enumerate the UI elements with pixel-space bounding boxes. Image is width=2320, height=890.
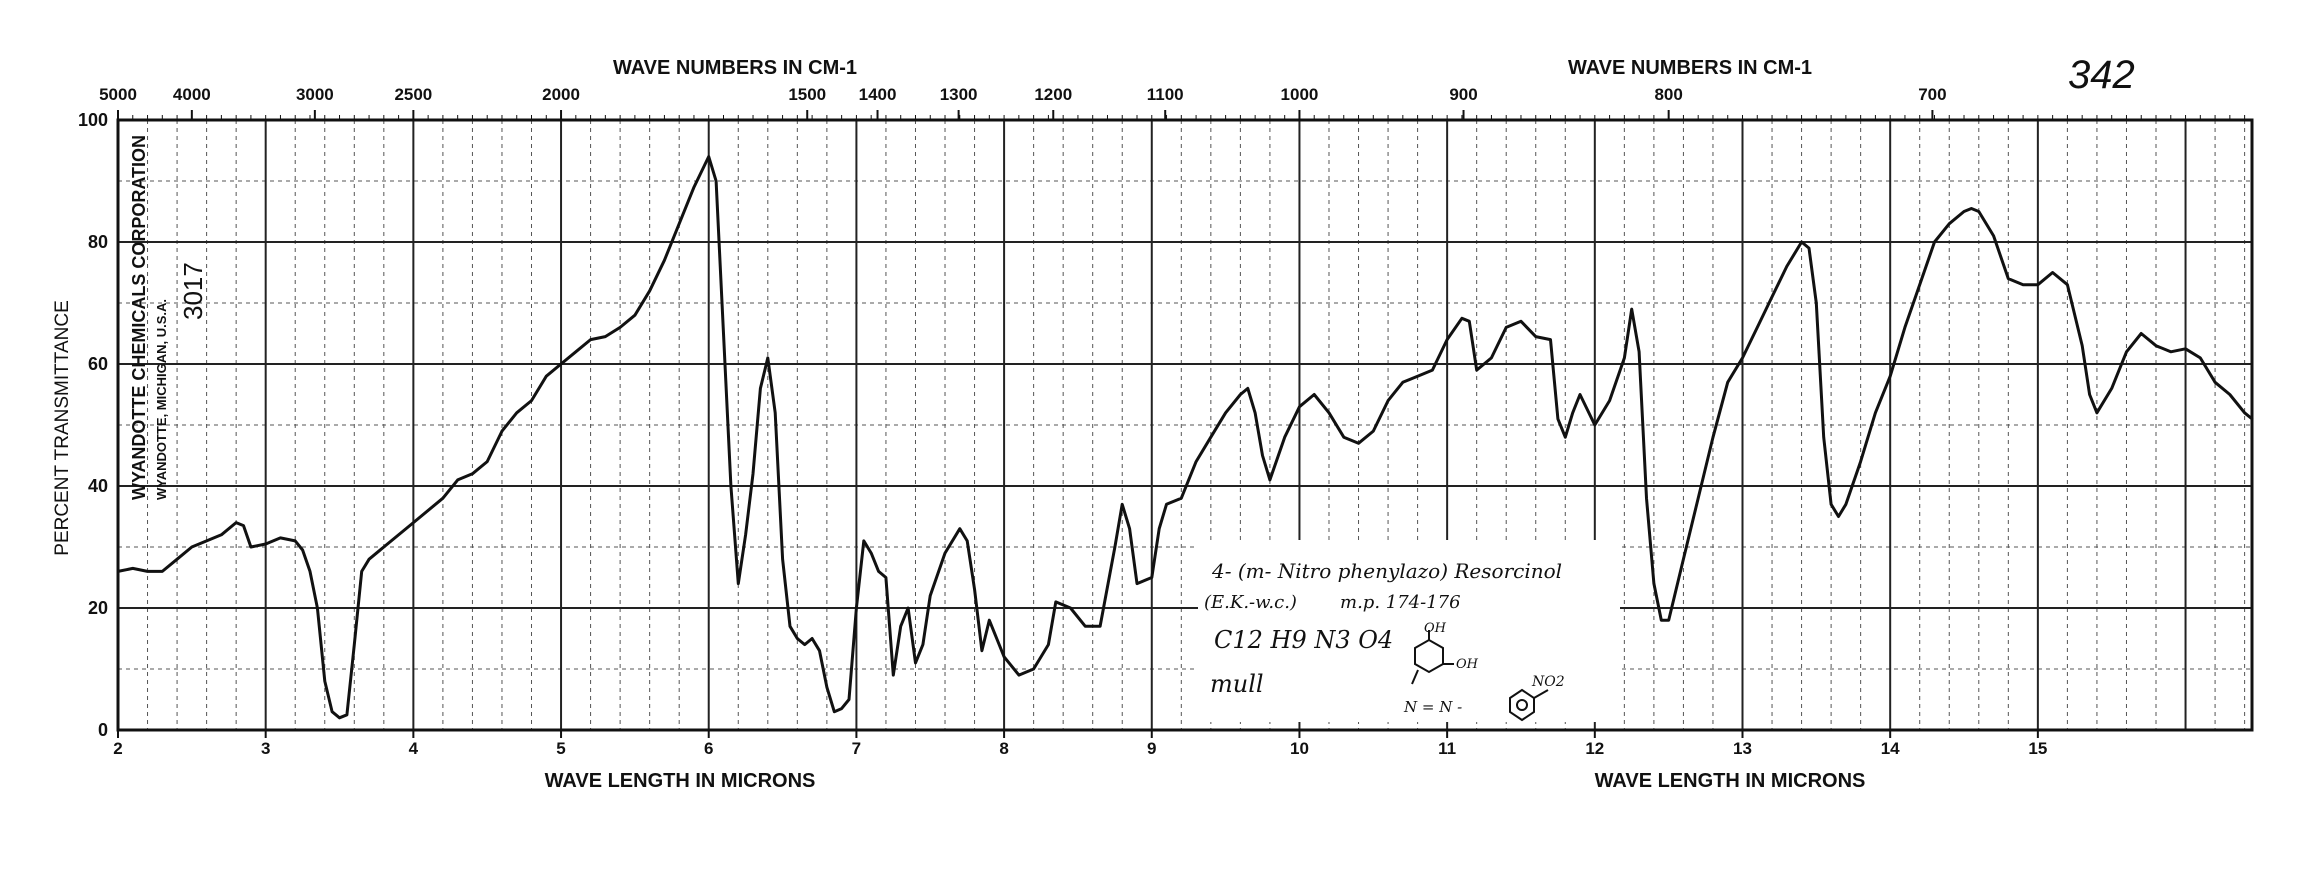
stamp-number: 3017 [178,262,208,320]
x-tick-label: 9 [1147,739,1156,758]
minor-gridlines [118,120,2252,730]
wavenumber-axis-ticks: 5000 4000 3000 2500 2000 1500 1400 1300 1200 1100… [99,85,2246,120]
x-axis-title-right: WAVE LENGTH IN MICRONS [1595,770,1866,792]
stamp-company: WYANDOTTE CHEMICALS CORPORATION [129,135,149,500]
wavenumber-tick-label: 3000 [296,85,334,104]
x-axis-ticks: 2 3 4 5 6 7 8 9 10 11 12 13 14 15 [113,730,2047,758]
y-tick-label: 20 [88,598,108,618]
x-tick-label: 15 [2028,739,2047,758]
wavenumber-tick-label: 2000 [542,85,580,104]
y-axis-ticks: 0 20 40 60 80 100 [78,110,108,740]
sample-medium: mull [1210,670,1264,698]
azo-bond [1411,669,1419,685]
x-tick-label: 3 [261,739,270,758]
wavenumber-tick-label: 1000 [1281,85,1319,104]
x-tick-label: 10 [1290,739,1309,758]
x-tick-label: 11 [1438,739,1456,758]
wavenumber-tick-label: 1100 [1147,85,1184,104]
label-box-background [1198,540,1620,722]
spectrum-series [116,155,2254,720]
x-tick-label: 5 [556,739,565,758]
x-tick-label: 12 [1585,739,1604,758]
sample-label-box: 4- (m- Nitro phenylazo) Resorcinol (E.K.… [1198,540,1620,722]
stamp-location: WYANDOTTE, MICHIGAN, U.S.A. [154,299,169,500]
x-tick-label: 6 [704,739,713,758]
y-tick-label: 40 [88,476,108,496]
x-tick-label: 2 [113,739,122,758]
wavenumber-tick-label: 800 [1654,85,1682,104]
plot-frame [116,118,2254,732]
wavenumber-tick-label: 900 [1449,85,1477,104]
wavenumber-tick-label: 4000 [173,85,211,104]
azo-label: N = N - [1403,698,1462,716]
wavenumber-tick-label: 1200 [1034,85,1072,104]
oh-label-top: OH [1424,621,1447,636]
y-tick-label: 100 [78,110,108,130]
sample-source: (E.K.-w.c.) [1204,592,1297,613]
nitrophenyl-ring-center [1516,699,1528,711]
oh-label-side: OH [1456,657,1479,672]
nitrophenyl-ring [1509,688,1535,722]
no2-label: NO2 [1531,674,1565,690]
melting-point: m.p. 174-176 [1340,592,1461,613]
chemical-structure-drawing [1411,630,1549,722]
wavenumber-tick-label: 1500 [788,85,826,104]
x-tick-label: 7 [852,739,861,758]
top-axis-title-right: WAVE NUMBERS IN CM-1 [1568,57,1812,79]
x-tick-label: 8 [999,739,1008,758]
wavenumber-tick-label: 5000 [99,85,137,104]
wavenumber-tick-label: 700 [1918,85,1946,104]
x-tick-label: 13 [1733,739,1752,758]
y-tick-label: 80 [88,232,108,252]
y-axis-title: PERCENT TRANSMITTANCE [52,300,73,555]
top-axis-title-left: WAVE NUMBERS IN CM-1 [613,57,857,79]
x-axis-title-left: WAVE LENGTH IN MICRONS [545,770,816,792]
sample-name: 4- (m- Nitro phenylazo) Resorcinol [1211,559,1562,583]
molecular-formula: C12 H9 N3 O4 [1214,626,1393,654]
wavenumber-tick-label: 1300 [940,85,978,104]
structure-labels: OH OH NO2 N = N - [1403,621,1565,716]
y-tick-label: 0 [98,720,108,740]
spectrum-line [116,155,2254,720]
no2-bond [1533,689,1549,699]
page-number: 342 [2068,53,2135,97]
x-tick-label: 4 [409,739,419,758]
company-stamp: WYANDOTTE CHEMICALS CORPORATION WYANDOTT… [129,135,208,500]
x-tick-label: 14 [1881,739,1900,758]
wavenumber-tick-label: 1400 [859,85,897,104]
wavenumber-tick-label: 2500 [394,85,432,104]
y-tick-label: 60 [88,354,108,374]
